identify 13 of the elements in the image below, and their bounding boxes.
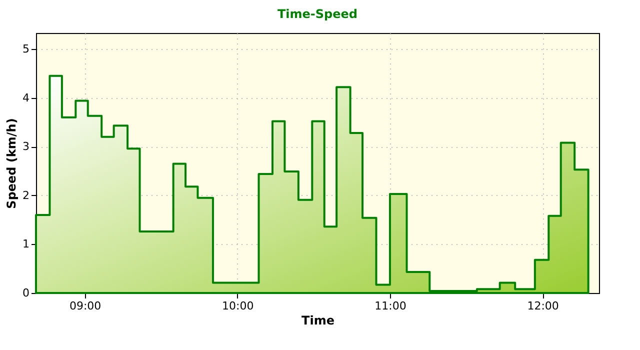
x-tick-label: 10:00	[222, 300, 254, 312]
chart-title: Time-Speed	[277, 7, 358, 21]
y-tick-label: 1	[22, 238, 30, 251]
x-tick-label: 09:00	[69, 300, 102, 312]
x-tick-label: 12:00	[527, 300, 559, 312]
y-tick-label: 3	[22, 140, 30, 154]
y-tick-label: 0	[22, 286, 30, 300]
y-axis-title: Speed (km/h)	[4, 118, 18, 209]
y-tick-label: 5	[22, 42, 30, 56]
y-tick-label: 2	[22, 188, 30, 202]
y-tick-label: 4	[22, 91, 30, 104]
x-axis-title: Time	[302, 314, 334, 328]
x-tick-label: 11:00	[374, 300, 406, 312]
